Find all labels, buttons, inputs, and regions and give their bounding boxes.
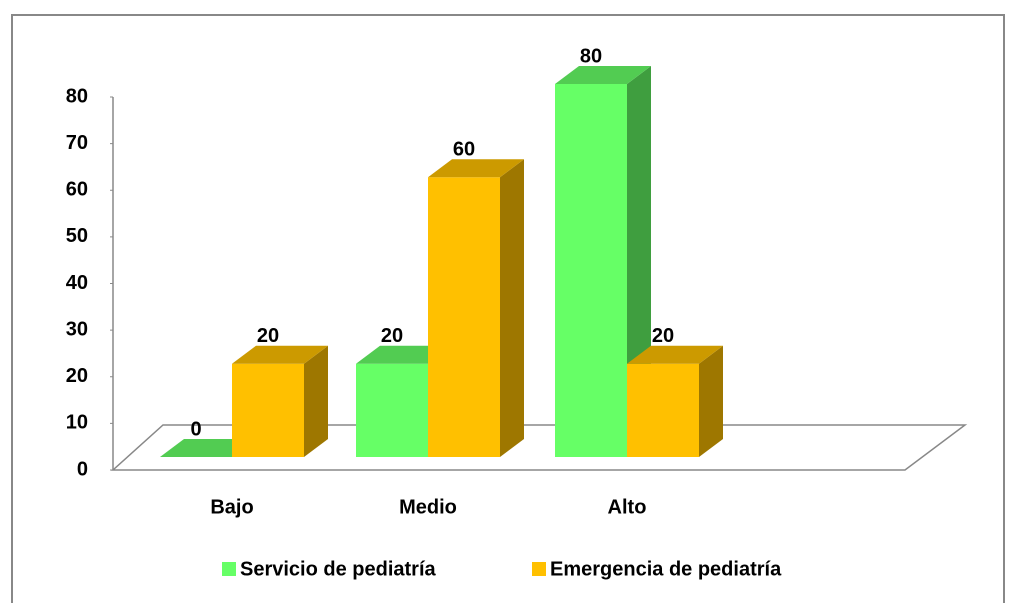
bar-side	[304, 345, 328, 457]
value-label: 20	[652, 325, 674, 347]
legend-swatch	[222, 562, 236, 576]
y-tick-label: 30	[66, 318, 88, 340]
bar	[555, 84, 627, 457]
legend-swatch	[532, 562, 546, 576]
y-tick-label: 80	[66, 85, 88, 107]
legend-label: Emergencia de pediatría	[550, 558, 782, 580]
y-tick-label: 20	[66, 365, 88, 387]
y-tick-label: 40	[66, 272, 88, 294]
y-tick-label: 10	[66, 412, 88, 434]
y-tick-label: 50	[66, 225, 88, 247]
value-label: 20	[381, 325, 403, 347]
bar-top	[428, 159, 524, 178]
bar	[627, 363, 699, 457]
bar	[428, 177, 500, 457]
value-label: 20	[257, 325, 279, 347]
value-label: 0	[190, 418, 201, 440]
y-tick-label: 0	[77, 458, 88, 480]
bar	[232, 363, 304, 457]
x-tick-label: Bajo	[210, 496, 253, 518]
x-tick-label: Alto	[608, 496, 647, 518]
bar-side	[699, 345, 723, 457]
bar-side	[500, 159, 524, 457]
x-tick-label: Medio	[399, 496, 457, 518]
y-tick-label: 60	[66, 179, 88, 201]
bar	[356, 363, 428, 457]
bar-top	[232, 345, 328, 364]
bar-top	[627, 345, 723, 364]
y-tick-label: 70	[66, 132, 88, 154]
legend-label: Servicio de pediatría	[240, 558, 437, 580]
value-label: 80	[580, 45, 602, 67]
value-label: 60	[453, 139, 475, 161]
bar-top	[555, 66, 651, 84]
